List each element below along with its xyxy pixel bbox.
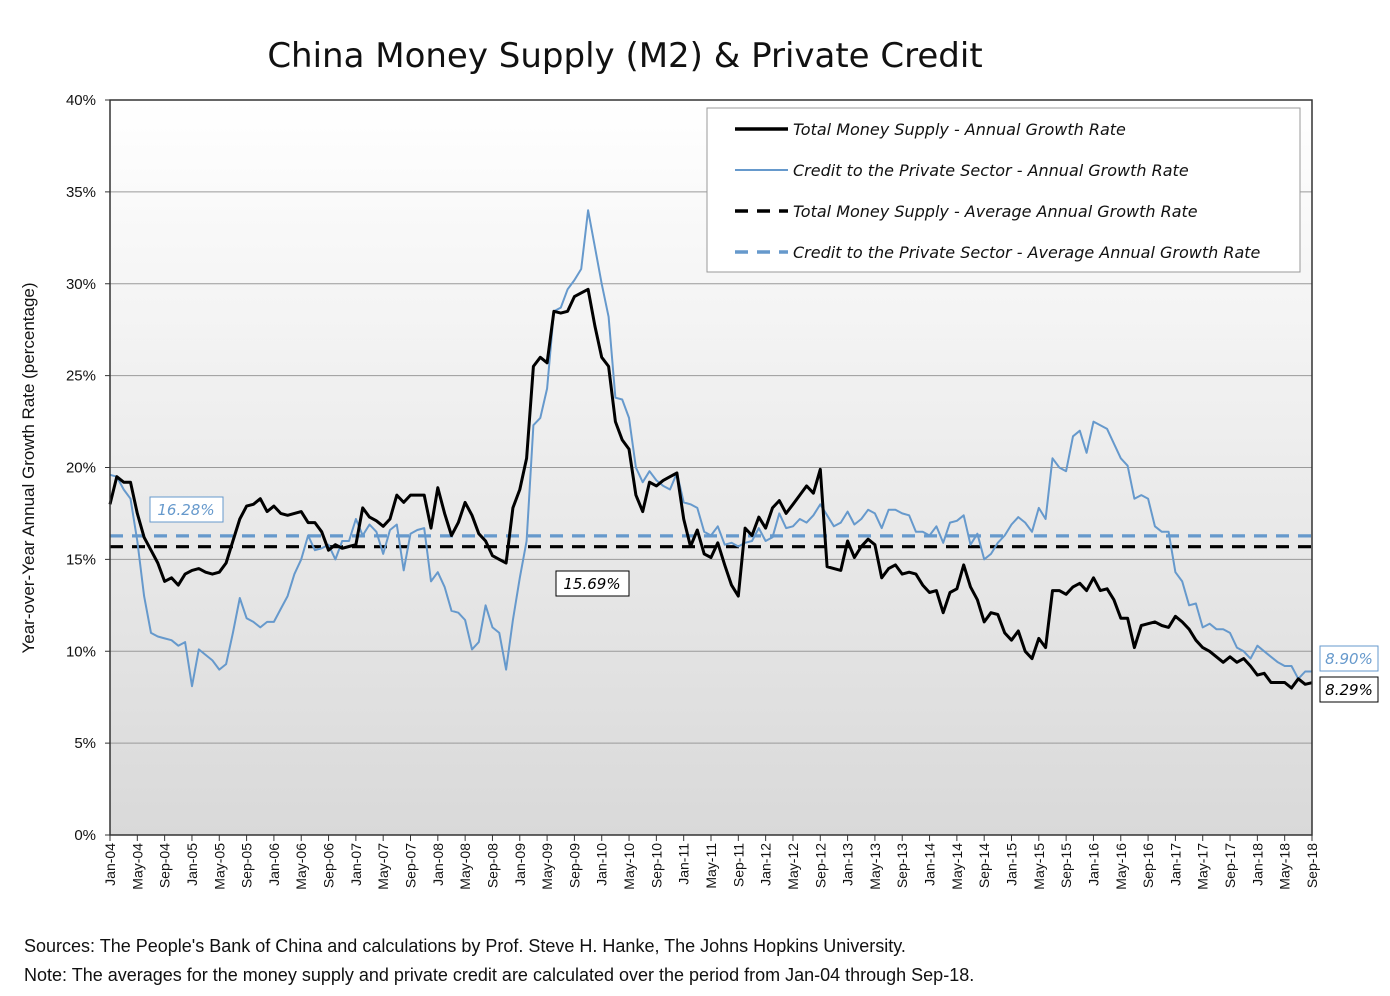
x-tick-label: Jan-05 xyxy=(184,843,200,886)
x-tick-label: May-09 xyxy=(539,843,555,890)
annotation-credit-avg: 16.28% xyxy=(149,496,224,523)
x-tick-label: Jan-17 xyxy=(1167,843,1183,886)
x-tick-label: Jan-16 xyxy=(1085,843,1101,886)
x-tick-label: Sep-06 xyxy=(321,843,337,888)
x-tick-label: Sep-07 xyxy=(403,843,419,888)
y-tick-label: 25% xyxy=(66,368,96,385)
x-tick-label: May-08 xyxy=(457,843,473,890)
x-tick-label: Jan-11 xyxy=(676,843,692,885)
x-tick-label: May-14 xyxy=(949,843,965,890)
plot-frame xyxy=(109,99,1313,836)
x-tick-label: Sep-17 xyxy=(1222,843,1238,888)
annotation-credit-avg-label: 16.28% xyxy=(157,501,214,519)
x-tick-label: Sep-18 xyxy=(1304,843,1320,888)
x-axis-ticks: Jan-04 May-04 Sep-04 Jan-05 May-05 Sep-05 Jan-… xyxy=(102,835,1320,890)
y-tick-label: 5% xyxy=(74,735,96,752)
x-tick-label: Jan-08 xyxy=(430,843,446,886)
y-tick-label: 40% xyxy=(66,92,96,109)
legend-label-credit: Credit to the Private Sector - Annual Gr… xyxy=(793,161,1189,180)
x-tick-label: May-11 xyxy=(703,843,719,889)
x-tick-label: May-06 xyxy=(293,843,309,890)
y-axis-ticks: 0% 5% 10% 15% 20% 25% 30% 35% 40% xyxy=(66,92,110,844)
x-tick-label: Jan-13 xyxy=(840,843,856,886)
annotation-m2-avg: 15.69% xyxy=(555,570,630,597)
x-tick-label: May-07 xyxy=(375,843,391,890)
x-tick-label: Sep-15 xyxy=(1058,843,1074,888)
x-tick-label: May-04 xyxy=(129,843,145,890)
chart: China Money Supply (M2) & Private Credit… xyxy=(19,36,1379,890)
x-tick-label: May-18 xyxy=(1277,843,1293,890)
x-tick-label: Sep-13 xyxy=(894,843,910,888)
series-layer xyxy=(108,209,1313,690)
series-1-line xyxy=(109,209,1312,688)
x-tick-label: May-05 xyxy=(211,843,227,890)
annotation-credit-last-label: 8.90% xyxy=(1325,650,1373,668)
x-tick-label: Sep-04 xyxy=(157,843,173,888)
series-0-line xyxy=(108,287,1313,690)
x-tick-label: Sep-12 xyxy=(812,843,828,888)
x-tick-label: May-15 xyxy=(1031,843,1047,890)
x-tick-label: May-16 xyxy=(1113,843,1129,890)
annotation-m2-avg-box xyxy=(555,570,630,597)
x-tick-label: May-17 xyxy=(1195,843,1211,890)
annotation-m2-last: 8.29% xyxy=(1319,676,1379,703)
y-axis-label: Year-over-Year Annual Growth Rate (perce… xyxy=(19,282,38,653)
x-tick-label: Jan-06 xyxy=(266,843,282,886)
x-tick-label: May-10 xyxy=(621,843,637,890)
x-tick-label: Jan-15 xyxy=(1004,843,1020,886)
y-tick-label: 10% xyxy=(66,643,96,660)
y-tick-label: 15% xyxy=(66,551,96,568)
x-tick-label: Jan-12 xyxy=(758,843,774,886)
x-tick-label: Sep-14 xyxy=(976,843,992,888)
footer-note: Note: The averages for the money supply … xyxy=(24,965,975,985)
legend-label-m2: Total Money Supply - Annual Growth Rate xyxy=(793,120,1126,139)
x-tick-label: Sep-09 xyxy=(566,843,582,888)
footer-sources: Sources: The People's Bank of China and … xyxy=(24,936,906,956)
x-tick-label: Jan-07 xyxy=(348,843,364,886)
annotation-m2-last-label: 8.29% xyxy=(1325,681,1373,699)
chart-title: China Money Supply (M2) & Private Credit xyxy=(267,36,982,76)
x-tick-label: May-13 xyxy=(867,843,883,890)
y-tick-label: 35% xyxy=(66,184,96,201)
x-tick-label: Jan-18 xyxy=(1249,843,1265,886)
x-tick-label: Sep-11 xyxy=(730,843,746,887)
annotation-m2-last-box xyxy=(1319,676,1379,703)
legend-label-m2-avg: Total Money Supply - Average Annual Grow… xyxy=(793,202,1198,221)
x-tick-label: Jan-14 xyxy=(922,843,938,886)
x-tick-label: Jan-10 xyxy=(594,843,610,886)
y-tick-label: 30% xyxy=(66,276,96,293)
annotation-credit-last-box xyxy=(1319,645,1379,672)
annotation-credit-last: 8.90% xyxy=(1319,645,1379,672)
x-tick-label: Jan-04 xyxy=(102,843,118,886)
legend-label-credit-avg: Credit to the Private Sector - Average A… xyxy=(793,243,1261,262)
annotation-m2-avg-label: 15.69% xyxy=(563,575,620,593)
y-tick-label: 20% xyxy=(66,460,96,477)
x-tick-label: May-12 xyxy=(785,843,801,890)
x-tick-label: Sep-16 xyxy=(1140,843,1156,888)
legend: Total Money Supply - Annual Growth Rate … xyxy=(706,107,1301,273)
x-tick-label: Sep-08 xyxy=(484,843,500,888)
annotation-credit-avg-box xyxy=(149,496,224,523)
x-tick-label: Sep-10 xyxy=(648,843,664,888)
x-tick-label: Jan-09 xyxy=(512,843,528,886)
x-tick-label: Sep-05 xyxy=(239,843,255,888)
y-tick-label: 0% xyxy=(74,827,96,844)
legend-box xyxy=(706,107,1301,273)
